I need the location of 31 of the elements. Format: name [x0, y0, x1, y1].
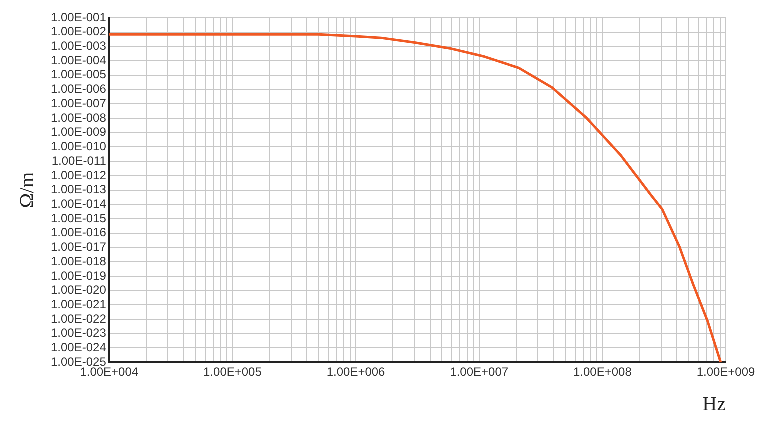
- y-tick-label: 1.00E-017: [50, 240, 107, 254]
- y-tick-label: 1.00E-005: [50, 68, 107, 82]
- y-axis-title: Ω/m: [16, 172, 38, 208]
- y-tick-label: 1.00E-021: [50, 297, 107, 312]
- x-tick-label: 1.00E+009: [696, 365, 756, 380]
- y-tick-label: 1.00E-012: [50, 168, 107, 182]
- x-tick-label: 1.00E+005: [204, 365, 262, 380]
- y-tick-label: 1.00E-015: [50, 211, 107, 226]
- y-tick-label: 1.00E-006: [50, 82, 107, 96]
- y-tick-label: 1.00E-007: [50, 96, 107, 110]
- y-tick-label: 1.00E-009: [50, 125, 107, 140]
- y-tick-label: 1.00E-010: [50, 140, 107, 154]
- y-tick-label: 1.00E-024: [50, 340, 107, 355]
- y-tick-label: 1.00E-004: [50, 53, 107, 68]
- y-tick-label: 1.00E-001: [50, 10, 107, 24]
- y-tick-label: 1.00E-011: [52, 154, 107, 168]
- y-tick-label: 1.00E-016: [50, 226, 107, 240]
- x-tick-label: 1.00E+008: [573, 365, 632, 380]
- x-axis-title: Hz: [702, 393, 726, 416]
- y-tick-label: 1.00E-022: [50, 312, 107, 326]
- y-tick-label: 1.00E-019: [50, 268, 107, 283]
- y-tick-label: 1.00E-014: [50, 196, 107, 211]
- x-tick-label: 1.00E+006: [326, 365, 386, 380]
- x-tick-label: 1.00E+007: [450, 365, 509, 380]
- y-tick-label: 1.00E-020: [50, 283, 107, 298]
- y-tick-label: 1.00E-013: [50, 182, 107, 197]
- y-tick-label: 1.00E-023: [50, 326, 107, 340]
- y-tick-label: 1.00E-018: [50, 254, 107, 268]
- y-tick-label: 1.00E-003: [50, 39, 107, 54]
- y-tick-label: 1.00E-002: [50, 24, 107, 39]
- y-tick-label: 1.00E-008: [50, 110, 107, 125]
